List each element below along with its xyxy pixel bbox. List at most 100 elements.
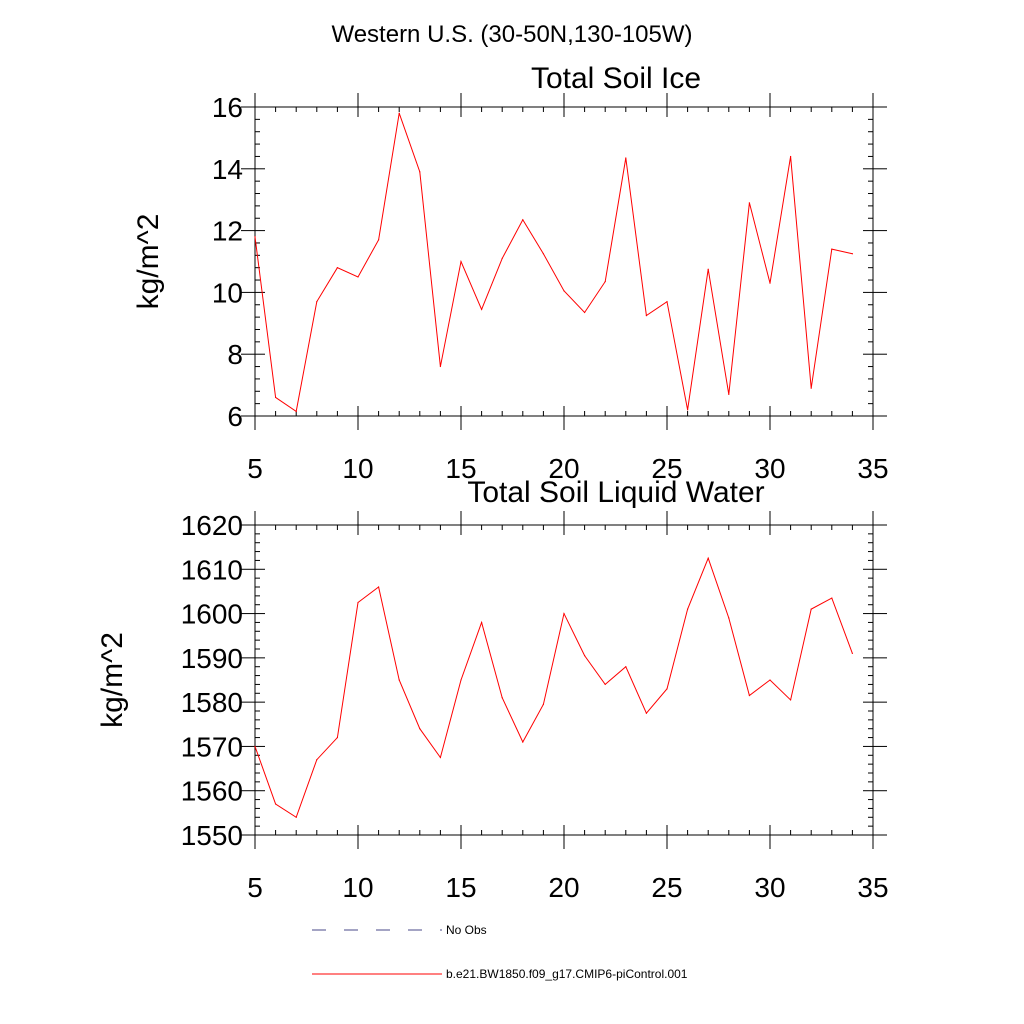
data-point <box>522 219 524 221</box>
x-tick-label: 20 <box>548 453 579 484</box>
x-tick-label: 10 <box>342 872 373 903</box>
x-tick-label: 35 <box>857 453 888 484</box>
data-point <box>357 276 359 278</box>
data-point <box>687 409 689 411</box>
x-tick-label: 15 <box>445 872 476 903</box>
x-tick-label: 20 <box>548 872 579 903</box>
legend-label-1: No Obs <box>446 923 487 937</box>
data-point <box>645 314 648 317</box>
x-tick-label: 15 <box>445 453 476 484</box>
data-point <box>851 253 854 255</box>
y-tick-label: 1600 <box>181 599 243 630</box>
data-point <box>439 365 441 368</box>
figure-title: Western U.S. (30-50N,130-105W) <box>331 21 692 48</box>
x-tick-label: 30 <box>754 872 785 903</box>
data-point <box>790 699 792 701</box>
data-point <box>769 282 771 284</box>
data-point <box>419 171 421 173</box>
series-line <box>254 113 853 413</box>
data-point <box>645 712 648 714</box>
data-point <box>336 267 338 269</box>
data-point <box>563 612 565 615</box>
data-point <box>460 260 462 263</box>
data-point <box>707 557 709 559</box>
data-point <box>542 703 545 705</box>
data-point <box>501 257 503 260</box>
data-point <box>604 683 606 686</box>
y-tick-label: 1620 <box>181 510 243 541</box>
data-point <box>316 759 318 761</box>
data-point <box>419 728 421 730</box>
data-point <box>336 736 338 739</box>
y-tick-label: 12 <box>212 216 243 247</box>
data-point <box>378 239 380 241</box>
data-point <box>604 280 606 283</box>
data-point <box>625 157 627 159</box>
x-tick-label: 35 <box>857 872 888 903</box>
data-point <box>831 248 833 250</box>
series-line <box>254 556 853 819</box>
plot-frame <box>254 106 874 417</box>
data-point <box>316 301 318 303</box>
x-tick-label: 25 <box>651 872 682 903</box>
data-point <box>522 741 524 743</box>
data-point <box>687 608 689 610</box>
y-tick-label: 1590 <box>181 643 243 674</box>
data-point <box>542 253 545 255</box>
data-point <box>810 387 812 389</box>
data-point <box>831 597 833 599</box>
data-point <box>769 679 771 681</box>
y-tick-label: 6 <box>227 401 243 432</box>
legend-label-2: b.e21.BW1850.f09_g17.CMIP6-piControl.001 <box>446 967 688 981</box>
x-tick-label: 5 <box>247 453 263 484</box>
data-point <box>584 311 586 314</box>
data-point <box>275 396 277 399</box>
data-point <box>481 621 483 624</box>
data-point <box>501 697 503 699</box>
data-point <box>810 608 812 610</box>
y-tick-label: 10 <box>212 277 243 308</box>
x-tick-label: 25 <box>651 453 682 484</box>
panel-title: Total Soil Ice <box>531 62 701 95</box>
data-point <box>398 679 400 681</box>
data-point <box>666 301 668 303</box>
data-point <box>666 688 668 690</box>
data-point <box>790 155 792 158</box>
y-axis-label: kg/m^2 <box>132 214 165 310</box>
data-point <box>563 290 565 292</box>
data-point <box>295 410 297 412</box>
y-tick-label: 1550 <box>181 820 243 851</box>
plot-frame <box>254 524 874 836</box>
data-point <box>728 617 730 619</box>
data-point <box>398 112 400 114</box>
x-tick-label: 30 <box>754 453 785 484</box>
x-tick-label: 10 <box>342 453 373 484</box>
data-point <box>748 202 751 204</box>
data-point <box>584 655 586 657</box>
y-tick-label: 14 <box>212 154 243 185</box>
y-tick-label: 1570 <box>181 731 243 762</box>
chart-panel-1: Total Soil Ice kg/m^2 5 10 15 20 25 30 35 6 8 10 12 1… <box>132 62 889 484</box>
data-point <box>295 816 297 818</box>
panel-title: Total Soil Liquid Water <box>467 476 764 509</box>
data-point <box>275 803 277 805</box>
data-point <box>254 745 256 748</box>
data-point <box>707 268 709 270</box>
legend: No Obs b.e21.BW1850.f09_g17.CMIP6-piContr… <box>312 923 688 981</box>
data-point <box>357 601 359 604</box>
y-axis-label: kg/m^2 <box>96 632 129 728</box>
y-tick-label: 16 <box>212 92 243 123</box>
y-tick-label: 1560 <box>181 776 243 807</box>
data-point <box>378 586 380 588</box>
data-point <box>728 393 730 395</box>
data-point <box>625 666 627 668</box>
data-point <box>460 679 462 681</box>
y-tick-label: 8 <box>227 339 243 370</box>
data-point <box>748 694 751 697</box>
chart-panel-2: Total Soil Liquid Water kg/m^2 5 10 15 20 25 30… <box>96 476 889 903</box>
x-tick-label: 5 <box>247 872 263 903</box>
data-point <box>851 652 854 655</box>
y-tick-label: 1610 <box>181 554 243 585</box>
